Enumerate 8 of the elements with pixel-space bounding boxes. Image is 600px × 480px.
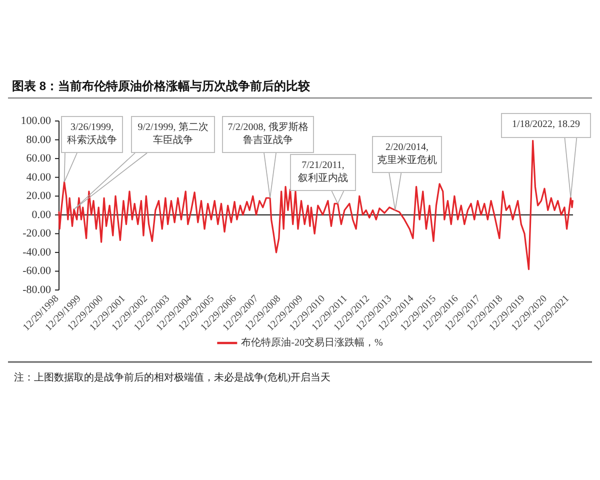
annotation: 1/18/2022, 18.29 [501, 113, 591, 138]
note: 注：上图数据取的是战争前后的相对极端值，未必是战争(危机)开启当天 [14, 372, 331, 384]
annotation: 9/2/1999, 第二次车臣战争 [131, 116, 215, 153]
annotation: 3/26/1999, 科索沃战争 [61, 116, 123, 153]
annotation: 2/20/2014, 克里米亚危机 [372, 136, 442, 173]
annotation: 7/21/2011, 叙利亚内战 [290, 154, 356, 191]
title: 图表 8：当前布伦特原油价格涨幅与历次战争前后的比较 [12, 79, 310, 93]
annotation: 7/2/2008, 俄罗斯格鲁吉亚战争 [222, 116, 314, 153]
